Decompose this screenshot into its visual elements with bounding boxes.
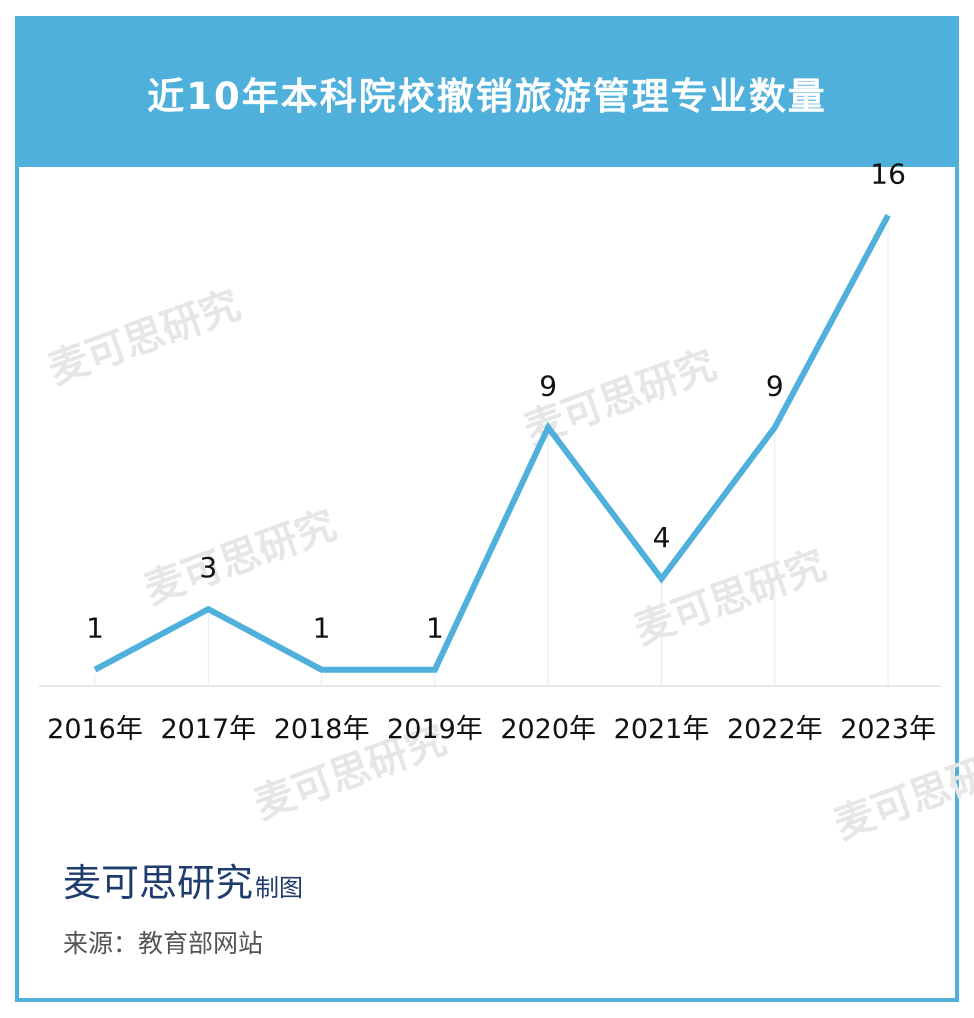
data-label: 9 (766, 369, 784, 402)
x-tick-labels: 2016年 2017年 2018年 2019年 2020年 2021年 2022年 2023年 (47, 714, 936, 745)
brand-name: 麦可思研究 (63, 861, 254, 905)
x-tick-label: 2022年 (727, 714, 823, 745)
chart-title: 近10年本科院校撤销旅游管理专业数量 (147, 74, 827, 118)
x-tick-label: 2018年 (274, 714, 370, 745)
data-label: 1 (313, 612, 331, 645)
x-tick-label: 2017年 (160, 714, 256, 745)
data-label: 1 (426, 612, 444, 645)
line-chart: 1 3 1 1 9 4 9 16 2016年 2017年 2018年 2019年 2020年 2021年… (39, 157, 941, 745)
data-label: 3 (199, 551, 217, 584)
title-banner: 近10年本科院校撤销旅游管理专业数量 (19, 20, 955, 167)
data-label: 16 (870, 157, 906, 190)
series-line (93, 213, 891, 673)
x-tick-label: 2023年 (840, 714, 936, 745)
x-tick-label: 2020年 (500, 714, 596, 745)
brand-suffix: 制图 (255, 874, 304, 902)
data-label: 9 (539, 369, 557, 402)
guide-lines (94, 219, 889, 686)
data-label: 1 (86, 612, 104, 645)
x-tick-label: 2019年 (387, 714, 483, 745)
brand-credit: 麦可思研究制图 (63, 852, 303, 907)
x-tick-label: 2021年 (614, 714, 710, 745)
x-tick-label: 2016年 (47, 714, 143, 745)
data-label: 4 (653, 521, 671, 554)
chart-card: 近10年本科院校撤销旅游管理专业数量 麦可思研究 麦可思研究 麦可思研究 麦可思… (15, 16, 974, 1002)
value-labels: 1 3 1 1 9 4 9 16 (86, 157, 906, 644)
source-note: 来源：教育部网站 (63, 929, 264, 958)
